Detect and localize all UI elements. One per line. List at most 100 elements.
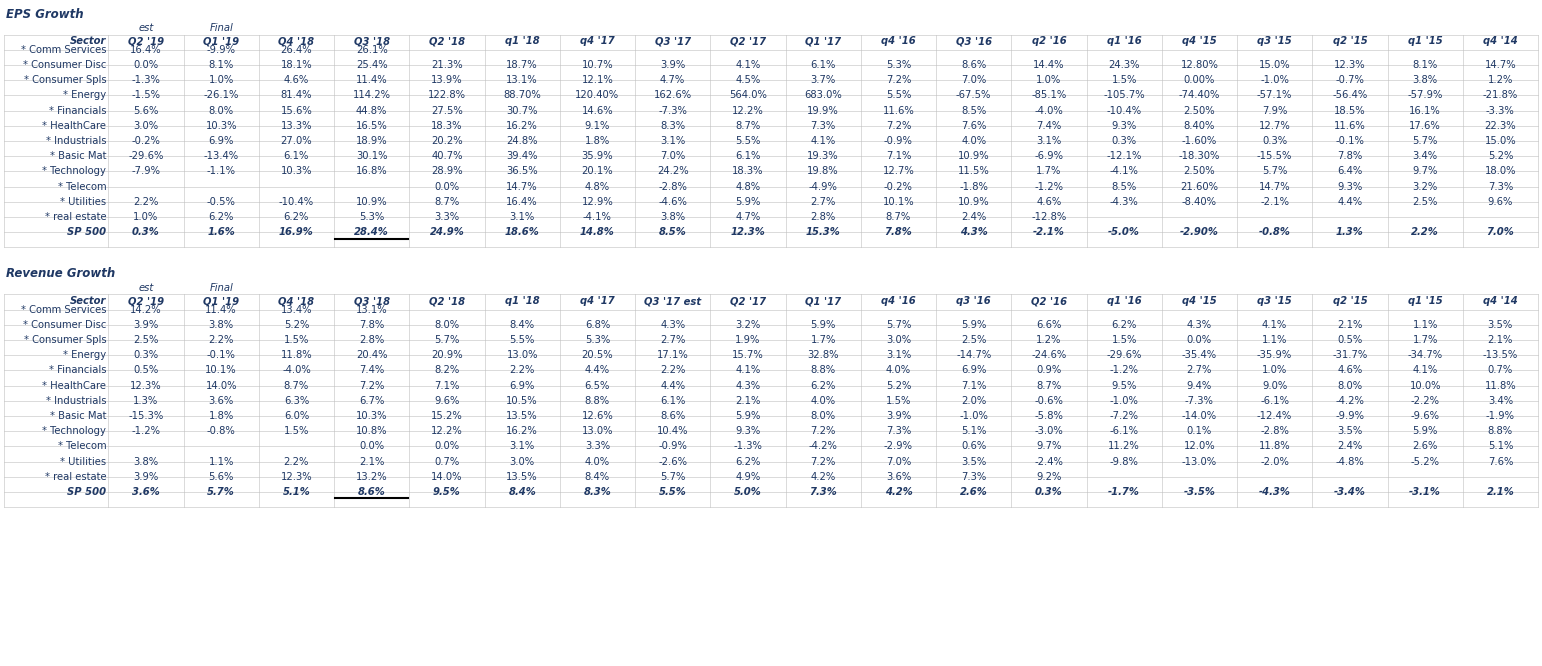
Text: 1.9%: 1.9% bbox=[736, 335, 760, 345]
Text: 2.1%: 2.1% bbox=[1337, 320, 1363, 330]
Text: Q2 '16: Q2 '16 bbox=[1032, 296, 1067, 306]
Text: 12.2%: 12.2% bbox=[432, 426, 463, 436]
Text: 6.8%: 6.8% bbox=[584, 320, 611, 330]
Text: -3.4%: -3.4% bbox=[1334, 487, 1366, 497]
Text: 0.0%: 0.0% bbox=[133, 60, 159, 70]
Text: Q3 '18: Q3 '18 bbox=[353, 37, 390, 47]
Text: 12.1%: 12.1% bbox=[581, 75, 614, 85]
Text: 8.8%: 8.8% bbox=[811, 366, 836, 376]
Text: 2.6%: 2.6% bbox=[959, 487, 987, 497]
Text: 2.2%: 2.2% bbox=[133, 196, 159, 207]
Text: 4.6%: 4.6% bbox=[1337, 366, 1363, 376]
Text: EPS Growth: EPS Growth bbox=[6, 7, 83, 21]
Text: 7.4%: 7.4% bbox=[359, 366, 384, 376]
Text: -21.8%: -21.8% bbox=[1483, 91, 1517, 101]
Text: 7.1%: 7.1% bbox=[961, 380, 987, 390]
Text: 162.6%: 162.6% bbox=[654, 91, 692, 101]
Text: 2.2%: 2.2% bbox=[660, 366, 685, 376]
Text: * HealthCare: * HealthCare bbox=[42, 121, 106, 131]
Text: 14.7%: 14.7% bbox=[1258, 182, 1291, 192]
Text: q1 '18: q1 '18 bbox=[504, 296, 540, 306]
Text: 3.3%: 3.3% bbox=[435, 212, 460, 222]
Text: 19.3%: 19.3% bbox=[808, 151, 839, 161]
Text: 3.0%: 3.0% bbox=[509, 457, 535, 467]
Text: Q4 '18: Q4 '18 bbox=[279, 37, 315, 47]
Text: -4.9%: -4.9% bbox=[808, 182, 837, 192]
Text: 5.3%: 5.3% bbox=[584, 335, 611, 345]
Text: 7.1%: 7.1% bbox=[885, 151, 911, 161]
Text: q2 '15: q2 '15 bbox=[1332, 296, 1368, 306]
Text: 24.8%: 24.8% bbox=[506, 136, 538, 146]
Text: 8.1%: 8.1% bbox=[1412, 60, 1437, 70]
Text: 5.5%: 5.5% bbox=[509, 335, 535, 345]
Text: 3.9%: 3.9% bbox=[133, 472, 159, 482]
Text: 13.1%: 13.1% bbox=[506, 75, 538, 85]
Text: 9.3%: 9.3% bbox=[1337, 182, 1363, 192]
Text: 3.9%: 3.9% bbox=[660, 60, 685, 70]
Text: 24.9%: 24.9% bbox=[430, 227, 464, 237]
Text: 564.0%: 564.0% bbox=[729, 91, 766, 101]
Text: 16.1%: 16.1% bbox=[1409, 106, 1442, 116]
Text: -18.30%: -18.30% bbox=[1178, 151, 1220, 161]
Text: 21.60%: 21.60% bbox=[1180, 182, 1218, 192]
Text: * Telecom: * Telecom bbox=[57, 442, 106, 452]
Text: 1.3%: 1.3% bbox=[133, 396, 159, 406]
Text: 13.2%: 13.2% bbox=[356, 472, 387, 482]
Text: 1.1%: 1.1% bbox=[208, 457, 234, 467]
Text: 4.0%: 4.0% bbox=[584, 457, 611, 467]
Text: 28.4%: 28.4% bbox=[355, 227, 389, 237]
Text: 1.5%: 1.5% bbox=[284, 335, 308, 345]
Text: 0.3%: 0.3% bbox=[133, 350, 159, 360]
Text: * Consumer Disc: * Consumer Disc bbox=[23, 60, 106, 70]
Text: 2.0%: 2.0% bbox=[961, 396, 987, 406]
Text: 5.1%: 5.1% bbox=[961, 426, 987, 436]
Text: 3.2%: 3.2% bbox=[1412, 182, 1437, 192]
Text: -1.2%: -1.2% bbox=[1035, 182, 1064, 192]
Text: Q1 '17: Q1 '17 bbox=[805, 37, 842, 47]
Text: * Basic Mat: * Basic Mat bbox=[49, 411, 106, 421]
Text: 2.4%: 2.4% bbox=[1337, 442, 1363, 452]
Text: -29.6%: -29.6% bbox=[128, 151, 163, 161]
Text: 0.0%: 0.0% bbox=[359, 442, 384, 452]
Text: q1 '15: q1 '15 bbox=[1408, 37, 1442, 47]
Text: 27.0%: 27.0% bbox=[281, 136, 311, 146]
Text: 14.2%: 14.2% bbox=[130, 304, 162, 314]
Text: 0.00%: 0.00% bbox=[1184, 75, 1215, 85]
Text: q4 '15: q4 '15 bbox=[1183, 37, 1217, 47]
Text: 11.8%: 11.8% bbox=[281, 350, 311, 360]
Text: 8.0%: 8.0% bbox=[435, 320, 460, 330]
Text: 1.1%: 1.1% bbox=[1261, 335, 1288, 345]
Text: 3.6%: 3.6% bbox=[208, 396, 234, 406]
Text: 12.3%: 12.3% bbox=[281, 472, 311, 482]
Text: 2.50%: 2.50% bbox=[1184, 106, 1215, 116]
Text: Q3 '17: Q3 '17 bbox=[655, 37, 691, 47]
Text: 9.4%: 9.4% bbox=[1187, 380, 1212, 390]
Text: 14.0%: 14.0% bbox=[205, 380, 237, 390]
Text: 7.2%: 7.2% bbox=[811, 457, 836, 467]
Text: 10.7%: 10.7% bbox=[581, 60, 614, 70]
Text: 20.1%: 20.1% bbox=[581, 166, 614, 176]
Text: 11.6%: 11.6% bbox=[882, 106, 914, 116]
Text: -4.8%: -4.8% bbox=[1335, 457, 1365, 467]
Text: 1.0%: 1.0% bbox=[1261, 366, 1288, 376]
Text: -7.3%: -7.3% bbox=[1184, 396, 1214, 406]
Text: -7.9%: -7.9% bbox=[131, 166, 160, 176]
Text: q1 '16: q1 '16 bbox=[1107, 296, 1141, 306]
Text: 2.6%: 2.6% bbox=[1412, 442, 1437, 452]
Text: 18.6%: 18.6% bbox=[504, 227, 540, 237]
Text: 15.3%: 15.3% bbox=[806, 227, 840, 237]
Text: 13.0%: 13.0% bbox=[506, 350, 538, 360]
Text: q4 '15: q4 '15 bbox=[1183, 296, 1217, 306]
Text: 7.2%: 7.2% bbox=[359, 380, 384, 390]
Text: -1.3%: -1.3% bbox=[131, 75, 160, 85]
Text: 8.4%: 8.4% bbox=[509, 320, 535, 330]
Text: 18.3%: 18.3% bbox=[432, 121, 463, 131]
Text: 18.0%: 18.0% bbox=[1485, 166, 1516, 176]
Text: 4.4%: 4.4% bbox=[660, 380, 685, 390]
Text: -29.6%: -29.6% bbox=[1107, 350, 1141, 360]
Text: 7.8%: 7.8% bbox=[359, 320, 384, 330]
Text: * Consumer Spls: * Consumer Spls bbox=[23, 75, 106, 85]
Text: q2 '15: q2 '15 bbox=[1332, 37, 1368, 47]
Text: * Financials: * Financials bbox=[49, 366, 106, 376]
Text: 4.3%: 4.3% bbox=[660, 320, 685, 330]
